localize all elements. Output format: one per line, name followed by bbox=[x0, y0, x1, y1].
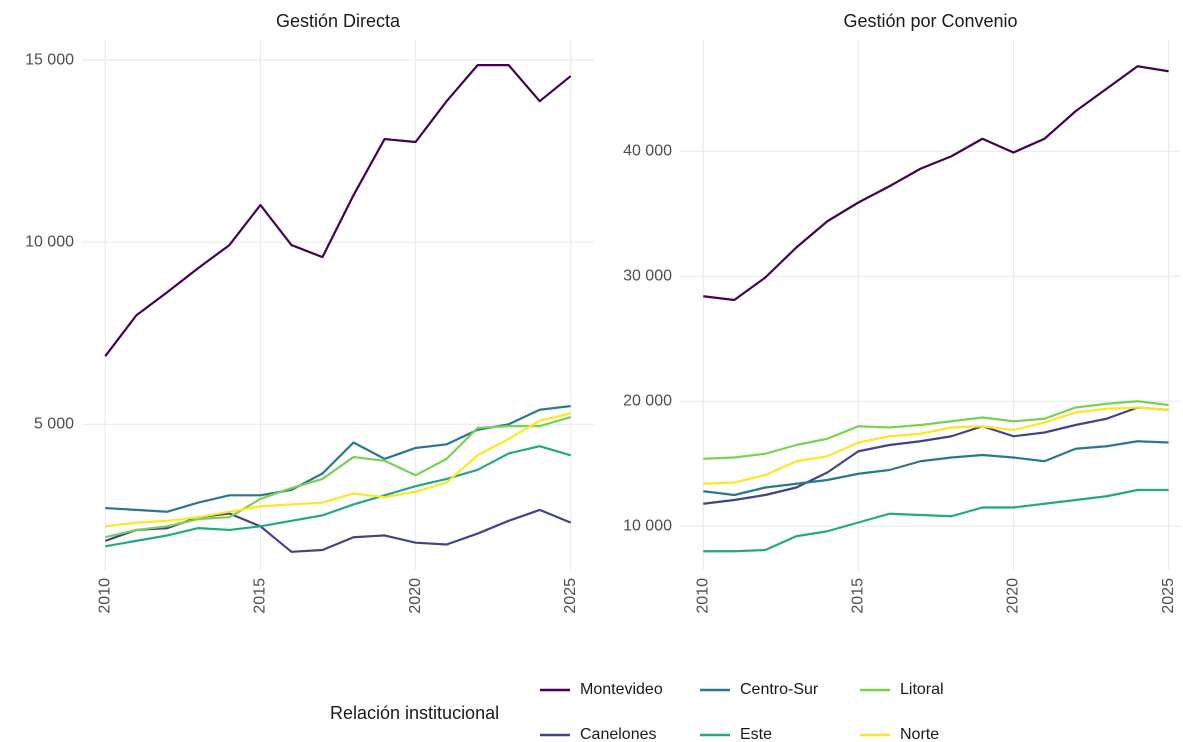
legend-label: Litoral bbox=[900, 681, 944, 698]
series-line bbox=[703, 65, 1169, 302]
series-line bbox=[104, 508, 572, 553]
series-line bbox=[703, 406, 1169, 505]
y-tick-label: 10 000 bbox=[25, 233, 74, 250]
y-tick-label: 5 000 bbox=[34, 416, 74, 433]
legend-label: Norte bbox=[900, 726, 939, 742]
x-tick-label: 2015 bbox=[252, 578, 269, 614]
x-tick-label: 2025 bbox=[562, 578, 579, 614]
series-line bbox=[105, 415, 572, 539]
x-tick-label: 2010 bbox=[96, 578, 113, 614]
legend-label: Canelones bbox=[580, 726, 657, 742]
series-line bbox=[703, 440, 1169, 497]
series-line bbox=[703, 400, 1169, 460]
x-tick-label: 2010 bbox=[694, 578, 711, 614]
y-tick-label: 20 000 bbox=[623, 392, 672, 409]
panel-title: Gestión Directa bbox=[276, 11, 401, 31]
y-tick-label: 15 000 bbox=[25, 51, 74, 68]
legend-title: Relación institucional bbox=[330, 703, 499, 723]
series-line bbox=[703, 488, 1169, 553]
series-line bbox=[105, 404, 571, 513]
series-line bbox=[703, 406, 1169, 485]
legend-label: Centro-Sur bbox=[740, 681, 819, 698]
y-tick-label: 40 000 bbox=[623, 142, 672, 159]
y-tick-label: 30 000 bbox=[623, 267, 672, 284]
legend-label: Este bbox=[740, 726, 772, 742]
series-line bbox=[104, 64, 572, 357]
x-tick-label: 2015 bbox=[850, 578, 867, 614]
x-tick-label: 2020 bbox=[1005, 578, 1022, 614]
series-line bbox=[105, 445, 572, 548]
series-line bbox=[105, 412, 571, 528]
x-tick-label: 2025 bbox=[1160, 578, 1177, 614]
y-tick-label: 10 000 bbox=[623, 517, 672, 534]
x-tick-label: 2020 bbox=[407, 578, 424, 614]
panel-title: Gestión por Convenio bbox=[843, 11, 1017, 31]
legend-label: Montevideo bbox=[580, 681, 663, 698]
